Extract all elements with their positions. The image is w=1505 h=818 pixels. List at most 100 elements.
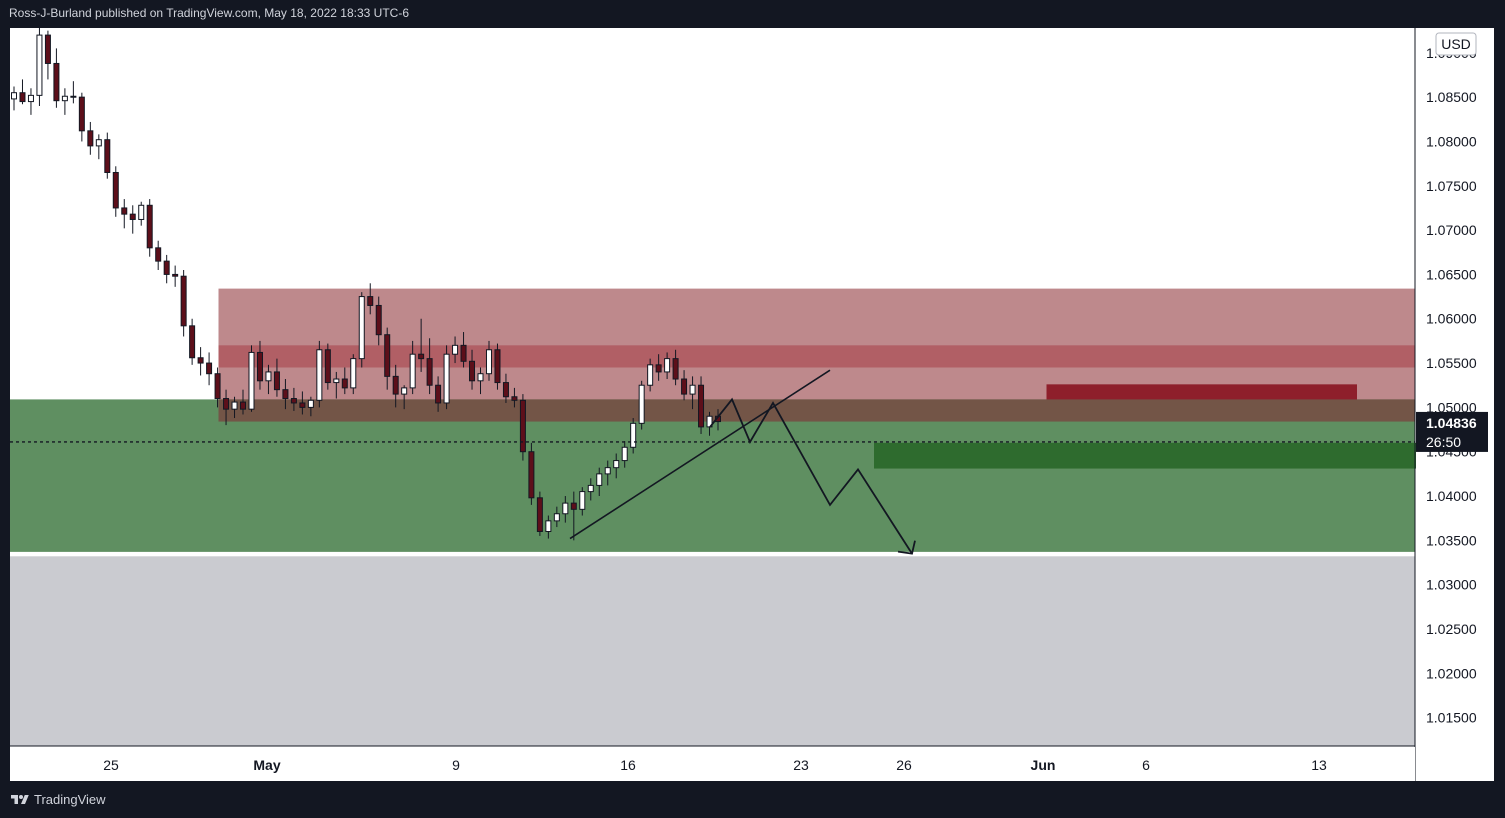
candle-body: [545, 520, 552, 532]
candle-body: [112, 171, 119, 209]
candle-body: [596, 473, 603, 486]
projection-arrowhead: [897, 540, 916, 555]
y-tick-label: 1.08500: [1426, 89, 1477, 105]
candle-body: [138, 204, 145, 220]
footer-brand[interactable]: TradingView: [10, 792, 106, 807]
y-tick-label: 1.02500: [1426, 621, 1477, 637]
countdown-value: 26:50: [1426, 434, 1461, 450]
candle-body: [477, 373, 484, 382]
y-tick-label: 1.03000: [1426, 577, 1477, 593]
candle-body: [214, 373, 221, 400]
candle-body: [706, 415, 713, 428]
zones-layer: [10, 288, 1494, 746]
candle-body: [350, 358, 357, 389]
candle-body: [698, 384, 705, 428]
candle-body: [307, 399, 314, 408]
y-tick-label: 1.07500: [1426, 178, 1477, 194]
candle-body: [333, 378, 340, 384]
candle-body: [146, 204, 153, 249]
x-tick-label: 13: [1311, 757, 1327, 773]
candle-body: [384, 334, 391, 377]
currency-label: USD: [1435, 32, 1477, 56]
candle-body: [452, 344, 459, 355]
candle-body: [655, 364, 662, 373]
candle-body: [367, 296, 374, 306]
candle-body: [36, 34, 43, 96]
candle-body: [129, 213, 136, 220]
candles-layer: [11, 28, 721, 541]
candle-body: [511, 396, 518, 401]
y-axis-ticks: 1.090001.085001.080001.075001.070001.065…: [1426, 45, 1477, 726]
projection-path[interactable]: [709, 397, 913, 555]
last-price-badge: 1.04836 26:50: [1416, 411, 1488, 452]
candle-body: [426, 358, 433, 386]
x-tick-label: 23: [793, 757, 809, 773]
y-tick-label: 1.02000: [1426, 665, 1477, 681]
candle-body: [273, 371, 280, 391]
candle-body: [282, 389, 289, 400]
candle-body: [341, 378, 348, 389]
annotations-layer: [569, 369, 916, 555]
candle-body: [664, 358, 671, 373]
candle-body: [358, 296, 365, 360]
candle-body: [579, 491, 586, 510]
x-tick-label: 16: [620, 757, 636, 773]
candle-body: [460, 344, 467, 362]
x-tick-label: May: [253, 757, 280, 773]
candle-body: [121, 207, 128, 215]
candle-body: [528, 451, 535, 499]
candle-body: [672, 358, 679, 380]
candle-body: [299, 402, 306, 408]
candle-body: [206, 362, 213, 375]
candle-body: [375, 304, 382, 336]
last-price-value: 1.04836: [1426, 415, 1477, 431]
y-tick-label: 1.07000: [1426, 222, 1477, 238]
footer-brand-label: TradingView: [34, 792, 106, 807]
candle-body: [587, 484, 594, 493]
candle-body: [19, 92, 26, 103]
candle-body: [180, 275, 187, 327]
candle-body: [265, 371, 272, 382]
zone-small-demand[interactable]: [874, 442, 1494, 469]
candle-body: [689, 384, 696, 395]
candle-body: [240, 401, 247, 410]
price-chart[interactable]: 1.090001.085001.080001.075001.070001.065…: [10, 28, 1494, 781]
candle-body: [630, 422, 637, 448]
candle-body: [536, 497, 543, 532]
x-tick-label: 9: [452, 757, 460, 773]
x-axis-panel: [10, 747, 1415, 781]
y-tick-label: 1.05000: [1426, 399, 1477, 415]
candle-body: [11, 92, 17, 100]
candle-body: [485, 349, 492, 375]
y-axis-panel: [1416, 28, 1494, 781]
candle-body: [197, 357, 204, 364]
candle-body: [256, 351, 263, 382]
y-tick-label: 1.04000: [1426, 488, 1477, 504]
candle-body: [443, 353, 450, 404]
candle-body: [553, 513, 560, 522]
candle-body: [621, 446, 628, 462]
zone-overlap: [218, 399, 1415, 422]
currency-text: USD: [1441, 36, 1471, 52]
candle-body: [681, 378, 688, 395]
candle-body: [409, 353, 416, 389]
candle-body: [519, 399, 526, 453]
candle-body: [70, 95, 77, 98]
candle-body: [223, 398, 230, 410]
candle-body: [44, 34, 51, 64]
y-tick-label: 1.03500: [1426, 532, 1477, 548]
candle-body: [392, 375, 399, 395]
candle-body: [61, 95, 68, 102]
x-tick-label: 26: [896, 757, 912, 773]
x-axis-ticks: 25 May 9 16 23 26 Jun 6 13: [103, 757, 1327, 773]
candle-body: [290, 398, 297, 404]
publisher-header: Ross-J-Burland published on TradingView.…: [9, 6, 409, 20]
candle-body: [570, 502, 577, 510]
x-tick-label: Jun: [1031, 757, 1056, 773]
zone-below[interactable]: [10, 556, 1415, 746]
candle-body: [316, 349, 323, 401]
y-tick-label: 1.08000: [1426, 133, 1477, 149]
zone-supply-band[interactable]: [218, 345, 1416, 368]
candle-body: [78, 96, 85, 132]
trendline[interactable]: [569, 369, 831, 540]
